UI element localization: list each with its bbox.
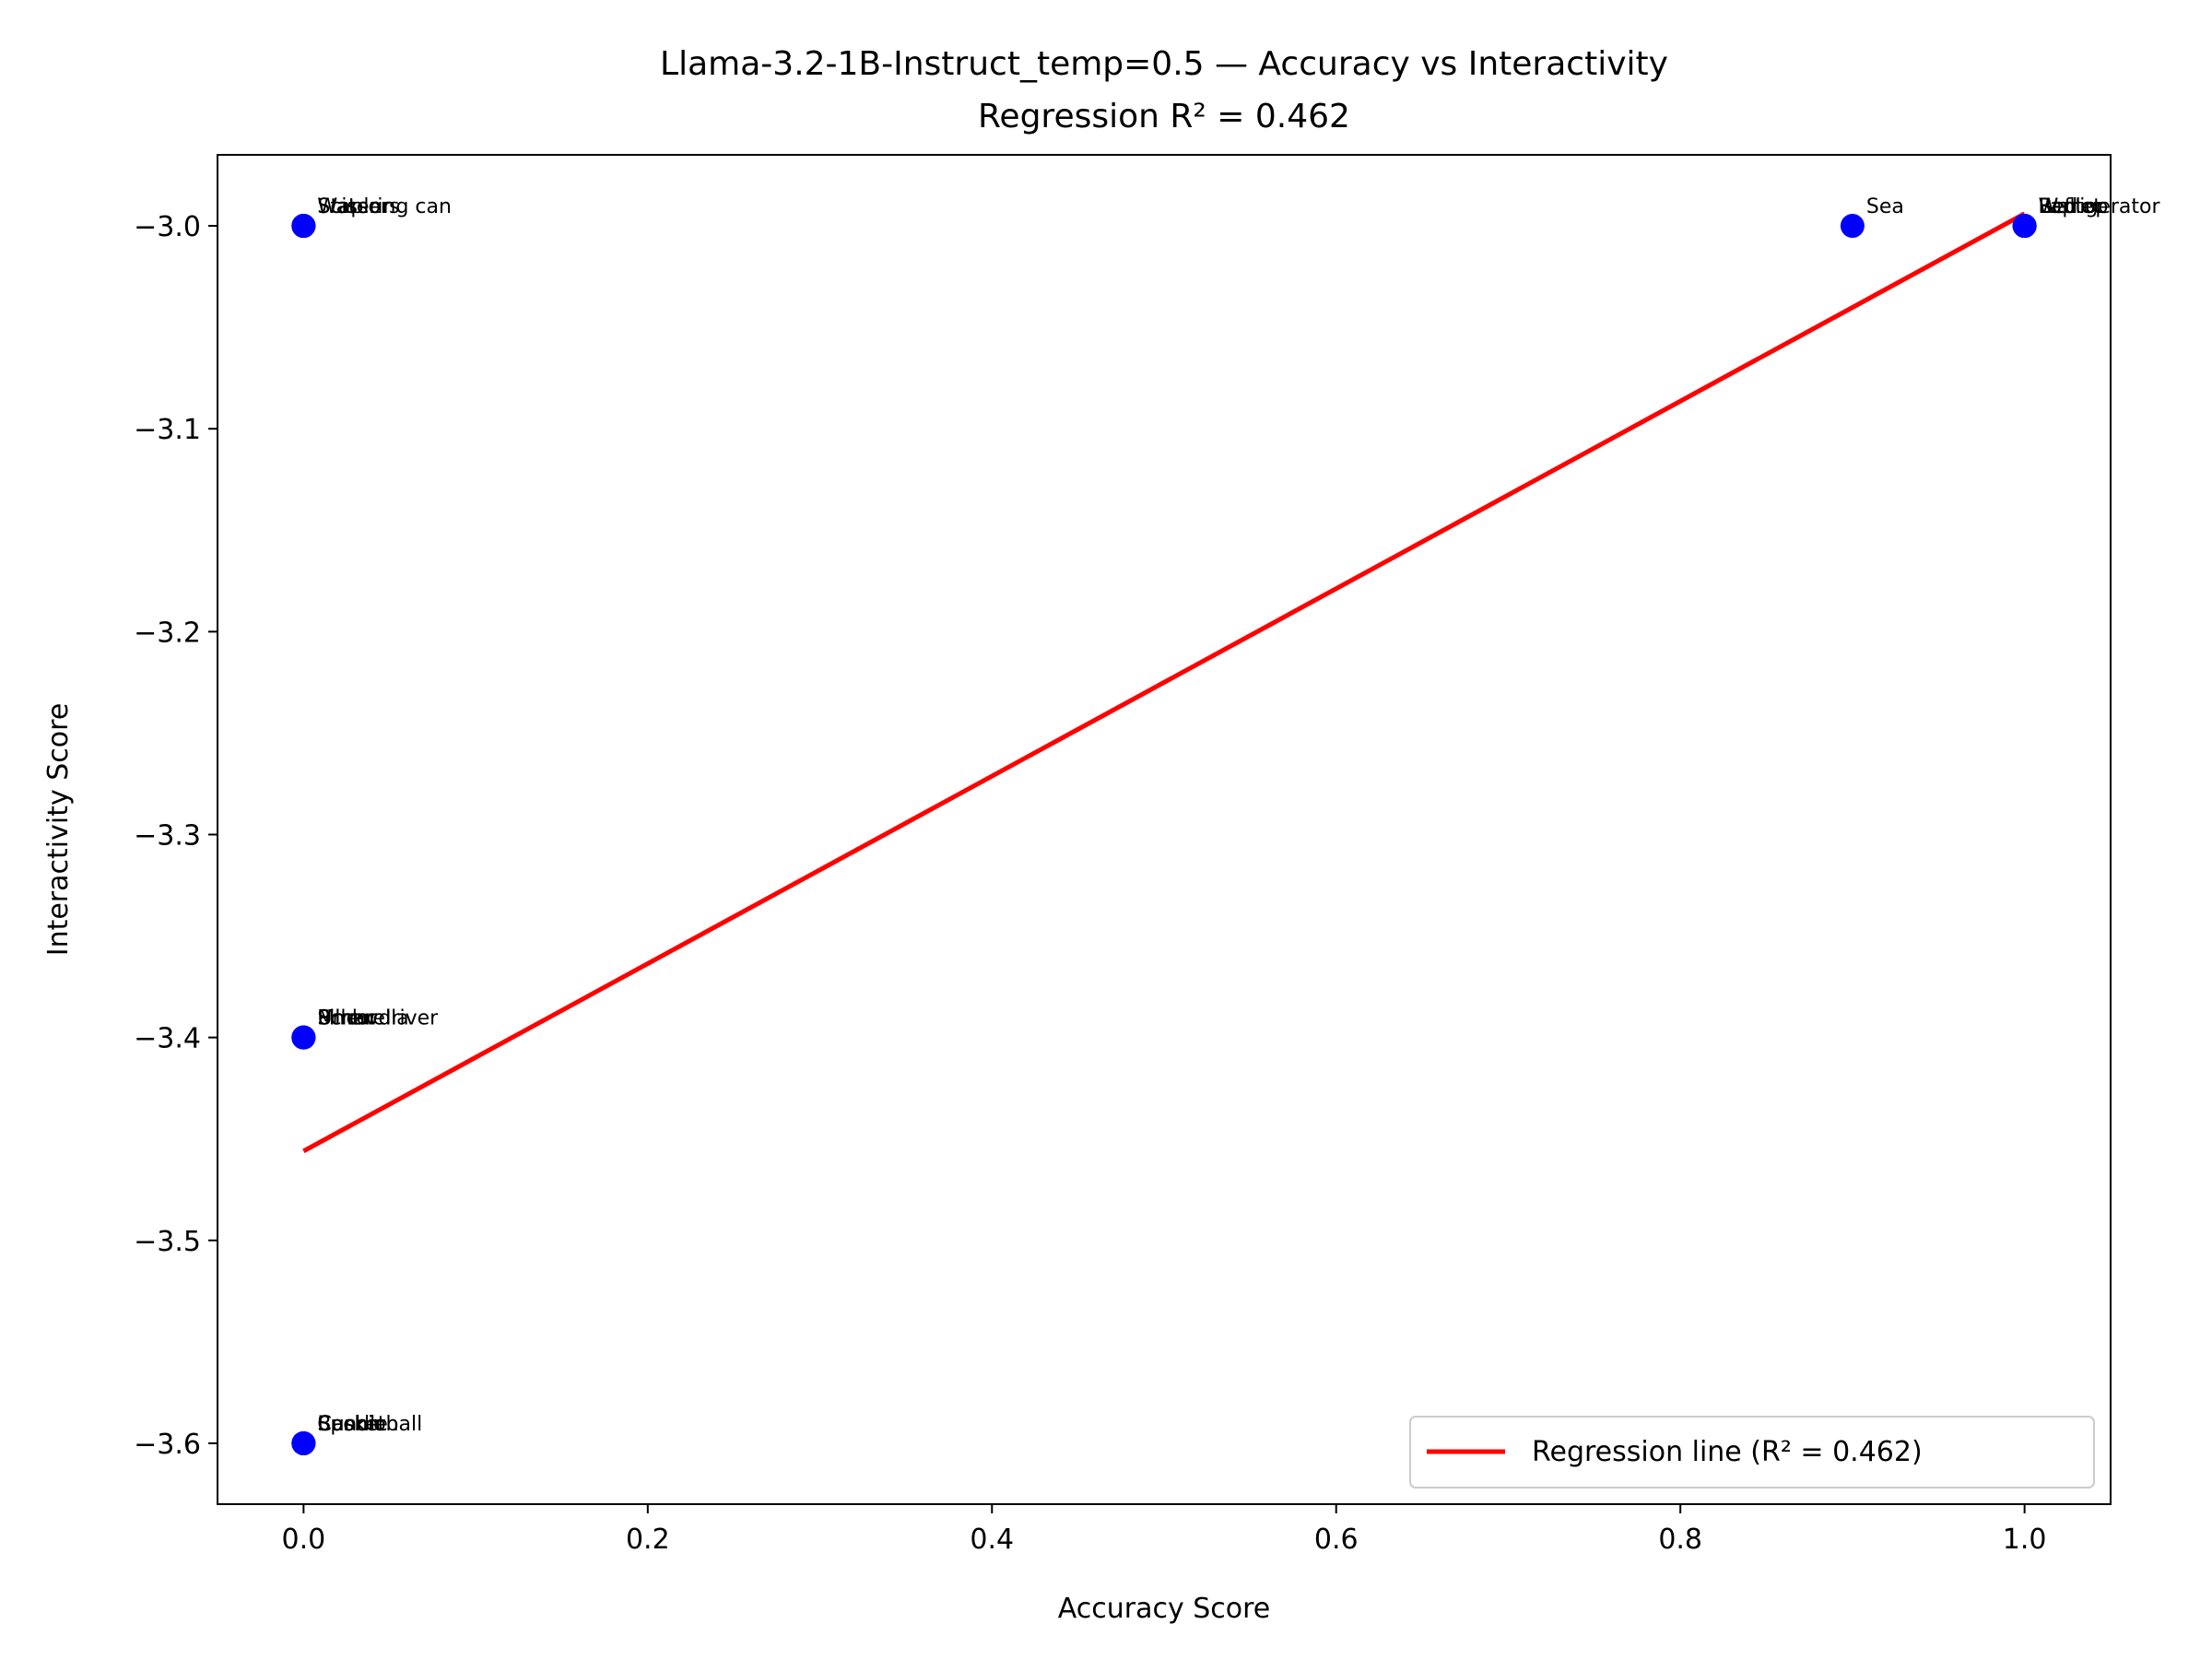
x-tick-label: 0.4 <box>970 1524 1014 1556</box>
data-point-label: Spoon <box>317 1413 381 1436</box>
x-tick-label: 0.0 <box>282 1524 326 1556</box>
data-point-label: Watering can <box>317 195 452 218</box>
data-point-label: Mirror <box>317 1007 378 1030</box>
x-tick-label: 1.0 <box>2003 1524 2047 1556</box>
legend: Regression line (R² = 0.462) <box>1409 1416 2095 1488</box>
data-point-label: Candle <box>317 1413 387 1436</box>
chart-title: Llama-3.2-1B-Instruct_temp=0.5 — Accurac… <box>660 45 1668 83</box>
data-point-label: Cushion <box>317 1413 398 1436</box>
x-tick-label: 0.8 <box>1658 1524 1702 1556</box>
data-point <box>291 1025 316 1050</box>
data-point-label: Pillow <box>317 1007 375 1030</box>
data-point-label: Wallet <box>2039 195 2102 218</box>
y-tick-label: −3.1 <box>134 414 201 446</box>
legend-box <box>1409 1416 2095 1488</box>
y-tick-label: −3.2 <box>134 617 201 649</box>
data-point-label: Refrigerator <box>2039 195 2161 218</box>
y-tick-label: −3.4 <box>134 1023 201 1055</box>
data-point <box>291 214 316 239</box>
regression-line <box>302 211 2026 1154</box>
data-point-label: Stapler <box>317 195 391 218</box>
data-point <box>2012 214 2037 239</box>
data-point <box>1840 214 1865 239</box>
plot-area-frame <box>217 154 2112 1505</box>
data-point-label: Sea <box>1866 195 1904 218</box>
regression-layer <box>302 211 2026 1154</box>
y-tick-label: −3.5 <box>134 1226 201 1258</box>
y-tick-label: −3.3 <box>134 820 201 853</box>
y-tick-label: −3.0 <box>134 211 201 243</box>
x-axis-label: Accuracy Score <box>1058 1593 1271 1625</box>
y-tick-label: −3.6 <box>134 1429 201 1461</box>
axis-ticks: 0.0 0.2 0.4 0.6 0.8 1.0 −3.0 −3.1 −3.2 −3.3 −3.4 −3… <box>134 211 2046 1556</box>
data-point-label: Screwdriver <box>317 1007 439 1030</box>
legend-regression-label: Regression line (R² = 0.462) <box>1532 1436 1923 1468</box>
data-point-label: Water <box>317 195 378 218</box>
data-point-label: Umbrella <box>317 1007 408 1030</box>
x-tick-label: 0.6 <box>1314 1524 1359 1556</box>
data-point-label: Bed <box>2039 195 2078 218</box>
data-point-label: Basketball <box>317 1413 422 1436</box>
data-point-label: Scissors <box>317 195 399 218</box>
chart-subtitle: Regression R² = 0.462 <box>978 98 1350 135</box>
data-point-label: Laptop <box>2039 195 2109 218</box>
y-axis-label: Interactivity Score <box>42 703 75 957</box>
data-points <box>291 214 2037 1455</box>
data-point <box>291 1430 316 1455</box>
x-tick-label: 0.2 <box>626 1524 670 1556</box>
